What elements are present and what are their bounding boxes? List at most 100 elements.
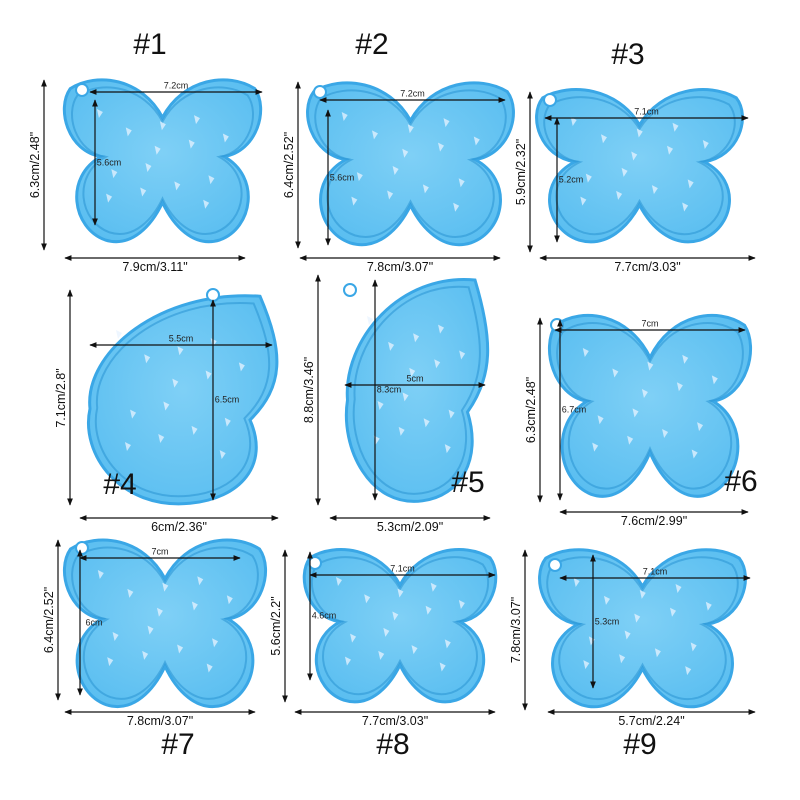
holographic-fleck xyxy=(632,408,639,418)
holographic-fleck xyxy=(675,583,682,593)
mold-5-height-label: 8.8cm/3.46" xyxy=(301,356,316,424)
mold-7-cavity xyxy=(71,546,259,700)
mold-8-height-label: 5.6cm/2.2" xyxy=(268,596,283,656)
holographic-fleck xyxy=(425,605,432,615)
mold-2-hanging-hole xyxy=(313,85,327,99)
holographic-fleck xyxy=(364,594,371,604)
holographic-fleck xyxy=(158,433,165,443)
holographic-fleck xyxy=(448,409,455,419)
mold-9-height-label: 7.8cm/3.07" xyxy=(508,596,523,664)
holographic-fleck xyxy=(112,631,119,641)
holographic-fleck xyxy=(592,442,599,452)
holographic-fleck xyxy=(443,118,450,128)
holographic-fleck xyxy=(367,316,373,325)
holographic-fleck xyxy=(344,656,351,666)
mold-4-width-label: 6cm/2.36" xyxy=(151,519,207,534)
holographic-fleck xyxy=(430,582,437,592)
mold-4-height-label: 7.1cm/2.8" xyxy=(53,367,68,428)
mold-7-number: #7 xyxy=(161,728,195,761)
holographic-fleck xyxy=(458,600,465,610)
holographic-fleck xyxy=(631,151,638,161)
holographic-fleck xyxy=(453,202,460,212)
holographic-fleck xyxy=(191,601,198,611)
holographic-fleck xyxy=(438,142,445,152)
holographic-fleck xyxy=(224,417,231,427)
mold-3-height-label: 5.9cm/2.32" xyxy=(513,138,528,206)
holographic-fleck xyxy=(619,654,626,664)
mold-5-inner-width-label: 5cm xyxy=(406,373,424,384)
holographic-fleck xyxy=(676,382,683,392)
holographic-fleck xyxy=(597,415,604,425)
holographic-fleck xyxy=(388,341,395,351)
holographic-fleck xyxy=(378,650,385,660)
holographic-fleck xyxy=(177,346,184,356)
holographic-fleck xyxy=(690,642,697,652)
holographic-fleck xyxy=(439,662,446,672)
holographic-fleck xyxy=(193,115,200,125)
mold-2-inner-height-label: 5.6cm xyxy=(329,172,355,182)
mold-7-inner-height-label: 6cm xyxy=(85,617,103,627)
mold-9-number: #9 xyxy=(623,728,657,761)
holographic-fleck xyxy=(351,196,358,206)
mold-1-inner-height-label: 5.6cm xyxy=(96,157,122,167)
mold-8-inner-height-label: 4.6cm xyxy=(311,610,337,621)
holographic-fleck xyxy=(371,130,378,140)
mold-6-shape xyxy=(547,313,753,498)
holographic-fleck xyxy=(212,638,219,648)
holographic-fleck xyxy=(130,409,137,419)
mold-3-width-label: 7.7cm/3.03" xyxy=(614,259,681,274)
mold-4 xyxy=(67,288,279,521)
mold-8-number: #8 xyxy=(376,728,410,761)
holographic-fleck xyxy=(206,663,213,673)
holographic-fleck xyxy=(667,145,674,155)
holographic-fleck xyxy=(670,607,677,617)
holographic-fleck xyxy=(685,666,692,676)
mold-3-number: #3 xyxy=(611,38,645,71)
mold-9-inner-height-label: 5.3cm xyxy=(594,616,620,626)
mold-6-height-label: 6.3cm/2.48" xyxy=(523,376,538,444)
mold-8-width-label: 7.7cm/3.03" xyxy=(361,713,429,728)
holographic-fleck xyxy=(162,582,169,592)
holographic-fleck xyxy=(585,173,592,183)
holographic-fleck xyxy=(154,145,161,155)
mold-4-inner-height-label: 6.5cm xyxy=(214,394,240,405)
mold-2-height-label: 6.4cm/2.52" xyxy=(281,131,296,199)
holographic-fleck xyxy=(336,577,342,586)
holographic-fleck xyxy=(639,589,646,599)
holographic-fleck xyxy=(147,625,154,635)
holographic-fleck xyxy=(144,354,151,364)
holographic-fleck xyxy=(402,148,409,158)
holographic-fleck xyxy=(423,418,430,428)
mold-6 xyxy=(537,313,753,515)
mold-9-hanging-hole xyxy=(548,558,562,572)
mold-3-shape xyxy=(535,88,744,244)
holographic-fleck xyxy=(662,428,669,438)
holographic-fleck xyxy=(341,112,348,121)
mold-4-inner-width-label: 5.5cm xyxy=(168,333,194,344)
holographic-fleck xyxy=(356,172,363,182)
holographic-fleck xyxy=(711,375,718,385)
holographic-fleck xyxy=(188,139,195,149)
mold-7-inner-width-label: 7cm xyxy=(151,546,169,557)
holographic-fleck xyxy=(392,166,399,176)
holographic-fleck xyxy=(411,645,418,655)
mold-9-inner-width-label: 7.1cm xyxy=(642,566,668,577)
mold-7 xyxy=(55,538,268,715)
mold-1-height-label: 6.3cm/2.48" xyxy=(27,131,42,199)
mold-5 xyxy=(315,274,491,521)
holographic-fleck xyxy=(444,639,451,649)
holographic-fleck xyxy=(672,122,679,132)
holographic-fleck xyxy=(434,359,441,369)
mold-2 xyxy=(295,81,515,261)
holographic-fleck xyxy=(438,324,445,334)
mold-6-number: #6 xyxy=(724,465,758,498)
holographic-fleck xyxy=(124,442,131,452)
holographic-fleck xyxy=(96,109,103,118)
holographic-fleck xyxy=(177,644,184,654)
mold-1-hanging-hole xyxy=(75,83,89,97)
holographic-fleck xyxy=(397,588,404,598)
holographic-fleck xyxy=(219,450,226,460)
holographic-fleck xyxy=(97,570,104,579)
holographic-fleck xyxy=(580,196,587,206)
